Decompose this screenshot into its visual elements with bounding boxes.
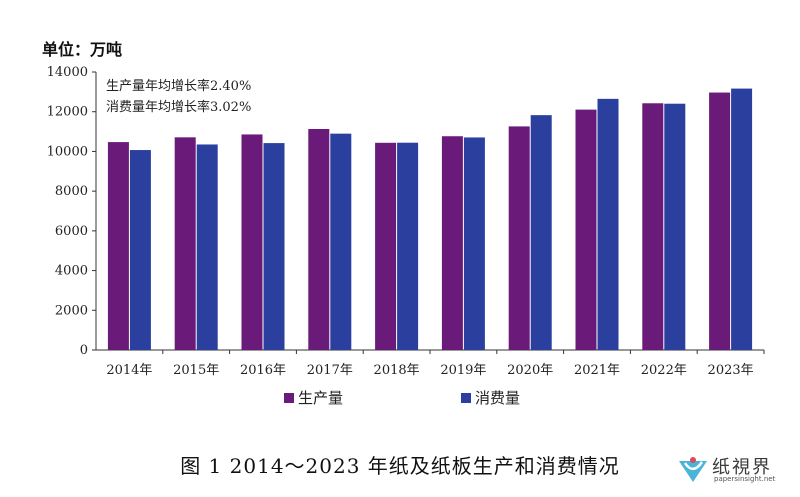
- consumption-growth-annotation: 消费量年均增长率3.02%: [106, 100, 252, 115]
- x-tick-label-6: 2020年: [507, 363, 553, 378]
- logo-mark-icon: [679, 457, 707, 482]
- y-tick-label-10000: 10000: [47, 144, 88, 159]
- y-tick-label-8000: 8000: [55, 184, 88, 199]
- x-tick-label-3: 2017年: [307, 363, 353, 378]
- x-tick-label-4: 2018年: [374, 363, 420, 378]
- x-tick-label-8: 2022年: [641, 363, 687, 378]
- bar-production-3: [308, 128, 330, 350]
- legend-item-consumption: 消费量: [461, 387, 520, 408]
- production-growth-annotation: 生产量年均增长率2.40%: [106, 79, 252, 94]
- bar-consumption-7: [597, 98, 619, 350]
- x-tick-label-2: 2016年: [240, 363, 286, 378]
- bar-consumption-8: [664, 103, 686, 351]
- bar-production-9: [709, 92, 731, 351]
- bar-consumption-0: [129, 150, 151, 350]
- y-tick-label-0: 0: [80, 343, 88, 358]
- bar-consumption-3: [330, 133, 352, 350]
- legend-label-consumption: 消费量: [475, 389, 521, 407]
- x-tick-label-5: 2019年: [440, 363, 486, 378]
- unit-label: 单位：万吨: [42, 40, 123, 59]
- y-tick-label-4000: 4000: [55, 264, 88, 279]
- figure-caption: 图 1 2014～2023 年纸及纸板生产和消费情况: [180, 454, 620, 478]
- bar-production-7: [575, 109, 597, 350]
- legend-swatch-consumption: [461, 392, 471, 403]
- bar-production-4: [375, 142, 397, 350]
- bar-production-2: [241, 134, 263, 350]
- y-tick-label-12000: 12000: [47, 105, 88, 120]
- bar-production-5: [441, 136, 463, 350]
- y-tick-label-2000: 2000: [55, 303, 88, 318]
- bar-consumption-5: [463, 137, 485, 350]
- bar-consumption-2: [263, 143, 285, 350]
- logo-text: 纸視界: [712, 457, 772, 478]
- x-tick-label-0: 2014年: [106, 363, 152, 378]
- bar-consumption-4: [397, 142, 419, 350]
- bar-production-6: [508, 126, 530, 350]
- y-tick-label-14000: 14000: [47, 65, 88, 80]
- bar-consumption-6: [530, 115, 552, 351]
- logo-subtext: papersinsight.net: [714, 475, 776, 483]
- legend-label-production: 生产量: [298, 389, 344, 407]
- x-tick-label-9: 2023年: [708, 363, 754, 378]
- site-logo: 纸視界 papersinsight.net: [676, 451, 786, 489]
- legend-swatch-production: [284, 392, 294, 403]
- x-tick-label-7: 2021年: [574, 363, 620, 378]
- y-tick-label-6000: 6000: [55, 224, 88, 239]
- bar-production-1: [174, 137, 196, 350]
- bar-consumption-1: [196, 144, 218, 350]
- bar-production-0: [107, 142, 129, 350]
- bar-production-8: [642, 103, 664, 351]
- x-tick-label-1: 2015年: [173, 363, 219, 378]
- legend-item-production: 生产量: [284, 387, 343, 408]
- bar-consumption-9: [731, 88, 753, 350]
